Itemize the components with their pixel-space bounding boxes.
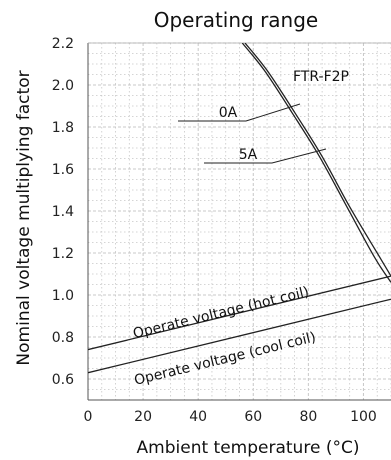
- x-tick-label: 0: [84, 409, 93, 425]
- series-hot-coil-line: [88, 275, 391, 351]
- y-tick-label: 1.8: [52, 120, 74, 136]
- annotations: FTR-F2P 0A 5A Operate voltage (hot coil)Ope…: [131, 69, 349, 389]
- product-label: FTR-F2P: [293, 69, 349, 85]
- x-tick-label: 60: [244, 409, 262, 425]
- x-tick-label: 100: [350, 409, 377, 425]
- label-0a: 0A: [219, 105, 238, 121]
- leader-0a: [178, 103, 301, 122]
- y-axis-label: Nominal voltage multiplying factor: [14, 70, 34, 365]
- x-tick-label: 40: [189, 409, 207, 425]
- y-tick-label: 2.0: [52, 78, 74, 94]
- x-tick-label: 80: [299, 409, 317, 425]
- y-tick-label: 2.2: [52, 36, 74, 52]
- series-cool-coil-line: [88, 298, 391, 374]
- x-axis-label: Ambient temperature (°C): [137, 438, 360, 458]
- plot-frame: [87, 42, 391, 401]
- series-5a-line: [241, 43, 391, 283]
- y-tick-label: 1.2: [52, 246, 74, 262]
- y-tick-label: 1.0: [52, 288, 74, 304]
- series-0a-line: [244, 43, 391, 277]
- y-tick-label: 1.4: [52, 204, 74, 220]
- series-group: [88, 43, 391, 374]
- y-tick-label: 1.6: [52, 162, 74, 178]
- chart-title: Operating range: [154, 8, 319, 32]
- y-tick-label: 0.8: [52, 330, 74, 346]
- label-hot-coil: Operate voltage (hot coil): [131, 284, 310, 342]
- tick-labels: 0 20 40 60 80 100 0.6 0.8 1.0 1.2 1.4 1.6 1.8 2.0 2.2: [52, 36, 377, 425]
- x-tick-label: 20: [134, 409, 152, 425]
- leader-5a: [204, 148, 327, 164]
- label-cool-coil: Operate voltage (cool coil): [133, 329, 318, 388]
- y-tick-label: 0.6: [52, 372, 74, 388]
- label-5a: 5A: [239, 147, 258, 163]
